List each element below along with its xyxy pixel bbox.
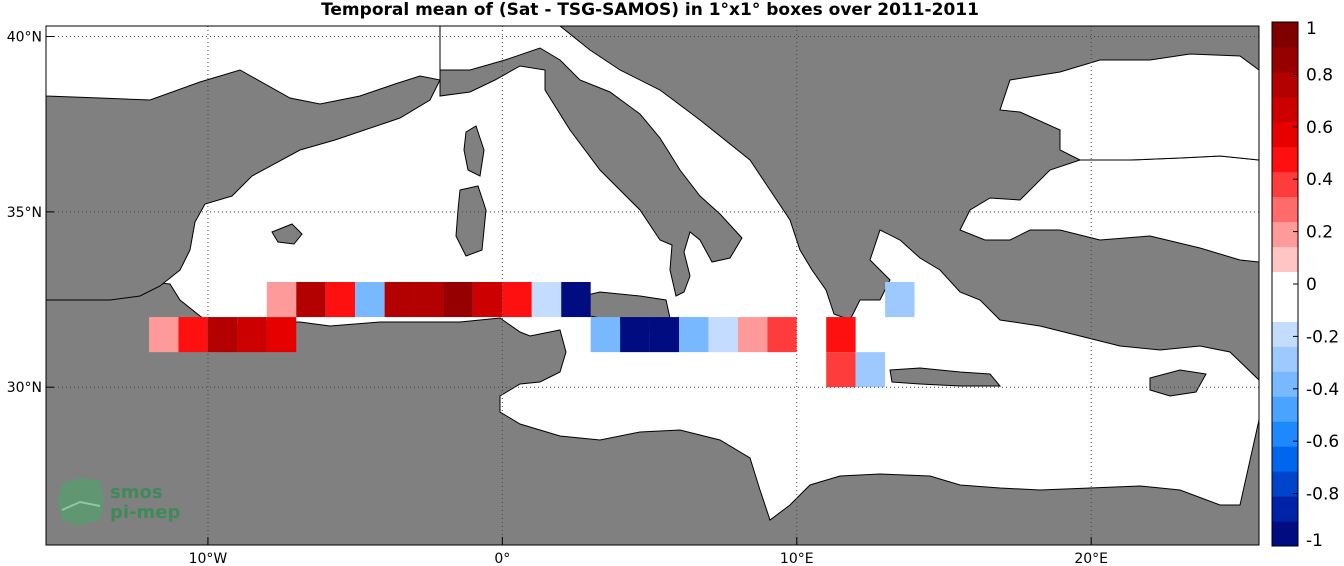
heatmap-cell <box>237 317 267 353</box>
colorbar-swatch <box>1272 221 1298 248</box>
heatmap-cell <box>266 281 297 318</box>
colorbar-swatch <box>1272 246 1298 273</box>
lat-tick-label: 40°N <box>7 30 42 46</box>
map-frame <box>45 25 1260 546</box>
colorbar-tick-label: 0.6 <box>1306 118 1333 138</box>
colorbar-tick-label: -1 <box>1306 531 1323 551</box>
heatmap-cell <box>678 317 709 353</box>
heatmap-cell <box>149 317 179 353</box>
colorbar-tick-label: -0.2 <box>1306 327 1339 347</box>
colorbar-ticks: 1 0.8 0.6 0.4 0.2 0 -0.2 -0.4 -0.6 -0.8 -1 <box>1293 19 1339 551</box>
colorbar-swatch <box>1272 96 1298 123</box>
heatmap-cell <box>296 281 326 318</box>
lat-tick-label: 30°N <box>7 380 42 396</box>
colorbar-swatch <box>1272 321 1298 347</box>
black-sea <box>999 53 1259 161</box>
colorbar-swatch <box>1272 146 1298 173</box>
heatmap-cell <box>826 352 856 388</box>
colorbar-tick-label: 0.8 <box>1306 65 1333 85</box>
logo-line2: pi-mep <box>110 502 180 523</box>
crete-island <box>889 367 1002 387</box>
colorbar-swatch <box>1272 496 1298 522</box>
heatmap-cell <box>502 281 532 318</box>
lat-tick-label: 35°N <box>7 205 42 221</box>
colorbar-swatch <box>1272 71 1298 98</box>
colorbar-swatch <box>1272 471 1298 497</box>
cyprus-island <box>1149 369 1207 397</box>
heatmap-cell <box>266 317 297 353</box>
colorbar-swatch <box>1272 346 1298 372</box>
colorbar-tick-label: -0.4 <box>1306 380 1339 400</box>
heatmap-cell <box>708 317 738 353</box>
colorbar-swatch <box>1272 396 1298 422</box>
logo-line1: smos <box>110 482 163 503</box>
smos-pimep-logo: smos pi-mep <box>58 478 180 526</box>
colorbar-tick-label: 0 <box>1306 275 1317 295</box>
sardinia-island <box>455 185 487 257</box>
colorbar-swatch <box>1272 371 1298 397</box>
graticule <box>46 26 1259 545</box>
heatmap-cell <box>561 281 591 318</box>
lon-tick-label: 10°W <box>189 551 228 566</box>
colorbar-swatch <box>1272 296 1298 322</box>
colorbar-swatch <box>1272 46 1298 73</box>
heatmap-cell <box>472 281 503 318</box>
colorbar-tick-label: 0.4 <box>1306 170 1333 190</box>
heatmap-cell <box>855 352 886 388</box>
colorbar-swatch <box>1272 121 1298 148</box>
heatmap-cell <box>620 317 650 353</box>
colorbar-swatch <box>1272 446 1298 472</box>
colorbar-tick-label: 0.2 <box>1306 223 1333 243</box>
heatmap-cell <box>384 281 415 318</box>
heatmap-cell <box>767 317 797 353</box>
heatmap-cell <box>737 317 768 353</box>
heatmap-cells <box>149 281 915 388</box>
mallorca-island <box>271 223 303 245</box>
heatmap-cell <box>443 281 473 318</box>
heatmap-cell <box>207 317 238 353</box>
colorbar-tick-label: -0.8 <box>1306 485 1339 505</box>
lon-tick-label: 20°E <box>1074 551 1108 566</box>
iberia-land <box>46 26 441 301</box>
colorbar-swatches <box>1272 22 1298 547</box>
axis-labels: 40°N 35°N 30°N 10°W 0° 10°E 20°E <box>7 30 1108 566</box>
map-title: Temporal mean of (Sat - TSG-SAMOS) in 1°… <box>321 0 979 20</box>
colorbar-swatch <box>1272 171 1298 198</box>
colorbar-swatch <box>1272 421 1298 447</box>
lon-tick-label: 0° <box>494 551 510 566</box>
heatmap-cell <box>590 317 621 353</box>
lon-tick-label: 10°E <box>780 551 814 566</box>
heatmap-cell <box>531 281 562 318</box>
colorbar-swatch <box>1272 196 1298 223</box>
colorbar-swatch <box>1272 22 1298 48</box>
colorbar-tick-label: -0.6 <box>1306 432 1339 452</box>
heatmap-cell <box>355 281 385 318</box>
heatmap-cell <box>826 317 856 353</box>
heatmap-cell <box>414 281 444 318</box>
europe-land <box>439 26 743 297</box>
land-layer <box>46 26 1259 545</box>
colorbar-swatch <box>1272 521 1298 547</box>
heatmap-cell <box>325 281 356 318</box>
corsica-island <box>463 125 485 177</box>
colorbar-tick-label: 1 <box>1306 19 1317 39</box>
heatmap-cell <box>885 281 915 318</box>
heatmap-cell <box>178 317 208 353</box>
heatmap-cell <box>649 317 679 353</box>
